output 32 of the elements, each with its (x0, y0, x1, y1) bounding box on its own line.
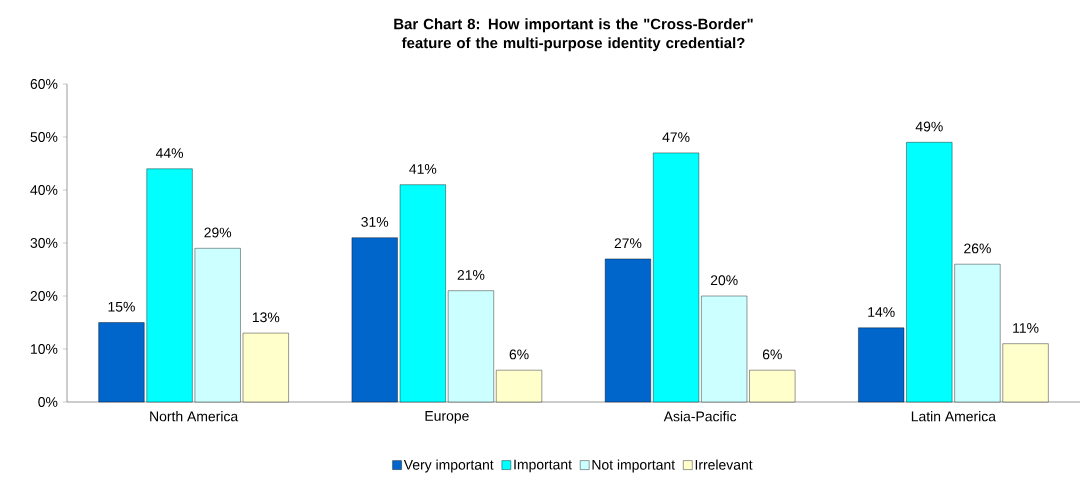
data-label: 49% (915, 121, 943, 132)
legend-label: Important (514, 459, 572, 473)
y-tick-label: 0% (38, 397, 58, 407)
x-tick-label: Asia-Pacific (663, 411, 737, 422)
data-label: 6% (509, 349, 529, 360)
legend-label: Not important (592, 459, 675, 473)
y-tick-label: 30% (30, 238, 58, 248)
data-label: 13% (252, 312, 280, 323)
data-label: 26% (964, 243, 991, 254)
data-label: 14% (868, 307, 895, 317)
chart-title: Bar Chart 8: How important is the "Cross-Border" feature of the multi-purpose identity credential? (394, 18, 753, 52)
x-tick-label: Europe (425, 411, 469, 424)
y-tick-label: 40% (30, 185, 58, 195)
data-label: 11% (1013, 323, 1039, 333)
y-tick-label: 50% (30, 132, 58, 142)
data-label: 6% (762, 349, 782, 360)
data-label: 15% (108, 301, 135, 312)
y-tick-label: 60% (30, 79, 58, 89)
data-label: 41% (409, 164, 437, 174)
data-label: 20% (710, 275, 738, 286)
legend-label: Very important (403, 459, 494, 473)
data-label: 44% (155, 148, 184, 158)
data-label: 27% (614, 238, 642, 249)
y-tick-label: 10% (31, 344, 58, 354)
x-tick-label: North America (150, 411, 239, 422)
legend-label: Irrelevant (695, 459, 753, 470)
y-tick-label: 20% (30, 291, 58, 301)
data-label: 21% (457, 270, 485, 280)
data-label: 47% (662, 132, 690, 143)
x-tick-label: Latin America (911, 411, 996, 422)
data-label: 31% (361, 216, 389, 227)
data-label: 29% (204, 227, 232, 238)
